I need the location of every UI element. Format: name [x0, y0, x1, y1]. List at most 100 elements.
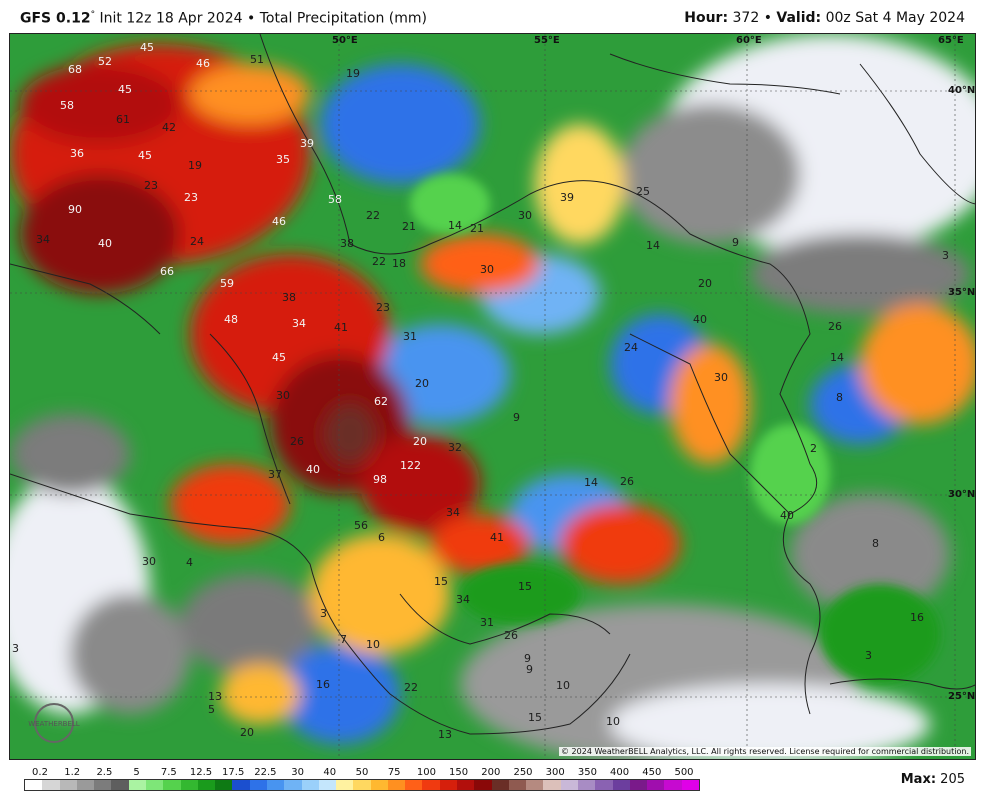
- legend-swatch: [491, 780, 509, 790]
- hour-label: Hour:: [684, 10, 729, 26]
- precip-value-label: 22: [404, 681, 418, 694]
- product-name: Total Precipitation (mm): [259, 10, 428, 27]
- legend-swatch: [197, 780, 216, 790]
- legend-swatch: [318, 780, 337, 790]
- precip-value-label: 59: [220, 277, 234, 290]
- precip-value-label: 19: [188, 159, 202, 172]
- precip-value-label: 34: [446, 506, 460, 519]
- legend-tick-label: 5: [133, 767, 140, 778]
- legend-tick-label: 100: [416, 767, 436, 778]
- precip-value-label: 46: [196, 57, 210, 70]
- legend-swatch: [474, 780, 492, 790]
- precip-value-label: 20: [415, 377, 429, 390]
- precip-value-label: 122: [400, 459, 421, 472]
- legend-swatch: [266, 780, 285, 790]
- legend-color-bar: [24, 779, 700, 791]
- precip-value-label: 9: [513, 411, 520, 424]
- legend-swatch: [249, 780, 267, 790]
- precip-value-label: 66: [160, 265, 174, 278]
- precip-value-label: 13: [208, 690, 222, 703]
- precip-value-label: 37: [268, 468, 282, 481]
- legend-tick-label: 450: [642, 767, 662, 778]
- precip-value-label: 26: [620, 475, 634, 488]
- precip-value-label: 4: [186, 556, 193, 569]
- lon-label: 60°E: [736, 35, 762, 46]
- precip-value-label: 32: [448, 441, 462, 454]
- precip-value-label: 21: [470, 222, 484, 235]
- precip-value-label: 41: [490, 531, 504, 544]
- precip-value-label: 13: [438, 728, 452, 741]
- precip-value-label: 22: [372, 255, 386, 268]
- lon-label: 65°E: [938, 35, 964, 46]
- precip-value-label: 30: [518, 209, 532, 222]
- hour-value: 372: [732, 10, 760, 26]
- precipitation-map[interactable]: 50°E 55°E 60°E 65°E 40°N 35°N 30°N 25°N …: [9, 33, 976, 760]
- precip-value-label: 45: [140, 41, 154, 54]
- precip-value-label: 23: [376, 301, 390, 314]
- legend-swatch: [612, 780, 630, 790]
- precip-value-label: 58: [60, 99, 74, 112]
- precip-value-label: 3: [942, 249, 949, 262]
- precip-value-label: 10: [556, 679, 570, 692]
- precip-value-label: 35: [276, 153, 290, 166]
- precipitation-field: [10, 34, 975, 759]
- precip-value-label: 3: [12, 642, 19, 655]
- lat-label: 30°N: [948, 489, 976, 500]
- legend-tick-label: 250: [513, 767, 533, 778]
- precip-value-label: 15: [528, 711, 542, 724]
- legend-swatch: [145, 780, 164, 790]
- legend-swatch: [387, 780, 406, 790]
- legend-tick-label: 500: [674, 767, 694, 778]
- degree-sign: °: [90, 10, 96, 20]
- max-value: 205: [940, 772, 965, 787]
- legend-swatch: [439, 780, 458, 790]
- precip-value-label: 3: [865, 649, 872, 662]
- legend-swatch: [543, 780, 561, 790]
- legend-tick-label: 7.5: [160, 767, 177, 778]
- legend-tick-label: 50: [355, 767, 369, 778]
- precip-value-label: 45: [138, 149, 152, 162]
- precip-value-label: 10: [366, 638, 380, 651]
- legend-swatch: [422, 780, 440, 790]
- precip-value-label: 58: [328, 193, 342, 206]
- legend-swatch: [595, 780, 613, 790]
- precip-value-label: 34: [456, 593, 470, 606]
- precip-value-label: 98: [373, 473, 387, 486]
- legend-tick-label: 22.5: [254, 767, 277, 778]
- legend-swatch: [163, 780, 181, 790]
- precip-value-label: 3: [320, 607, 327, 620]
- precip-value-label: 34: [36, 233, 50, 246]
- legend-swatch: [457, 780, 475, 790]
- precip-value-label: 90: [68, 203, 82, 216]
- legend-swatch: [560, 780, 578, 790]
- precip-value-label: 9: [732, 236, 739, 249]
- legend-swatch: [405, 780, 423, 790]
- precip-value-label: 40: [306, 463, 320, 476]
- precip-value-label: 38: [282, 291, 296, 304]
- legend-tick-label: 200: [481, 767, 501, 778]
- precip-value-label: 24: [190, 235, 204, 248]
- legend-swatch: [353, 780, 371, 790]
- precip-value-label: 23: [184, 191, 198, 204]
- legend-tick-label: 2.5: [96, 767, 113, 778]
- precip-value-label: 16: [316, 678, 330, 691]
- precip-value-label: 14: [646, 239, 660, 252]
- weatherbell-logo: WEATHERBELL: [28, 703, 80, 743]
- precip-value-label: 14: [448, 219, 462, 232]
- legend-swatch: [301, 780, 319, 790]
- lon-label: 50°E: [332, 35, 358, 46]
- legend-swatch: [111, 780, 129, 790]
- legend-tick-label: 400: [610, 767, 630, 778]
- precip-value-label: 30: [276, 389, 290, 402]
- precip-value-label: 20: [698, 277, 712, 290]
- valid-label: Valid:: [776, 10, 822, 26]
- legend-swatch: [59, 780, 77, 790]
- precip-value-label: 51: [250, 53, 264, 66]
- precip-value-label: 31: [480, 616, 494, 629]
- lat-label: 40°N: [948, 85, 976, 96]
- precip-value-label: 24: [624, 341, 638, 354]
- legend-tick-label: 1.2: [64, 767, 81, 778]
- precip-value-label: 40: [780, 509, 794, 522]
- precip-value-label: 19: [346, 67, 360, 80]
- precip-value-label: 45: [272, 351, 286, 364]
